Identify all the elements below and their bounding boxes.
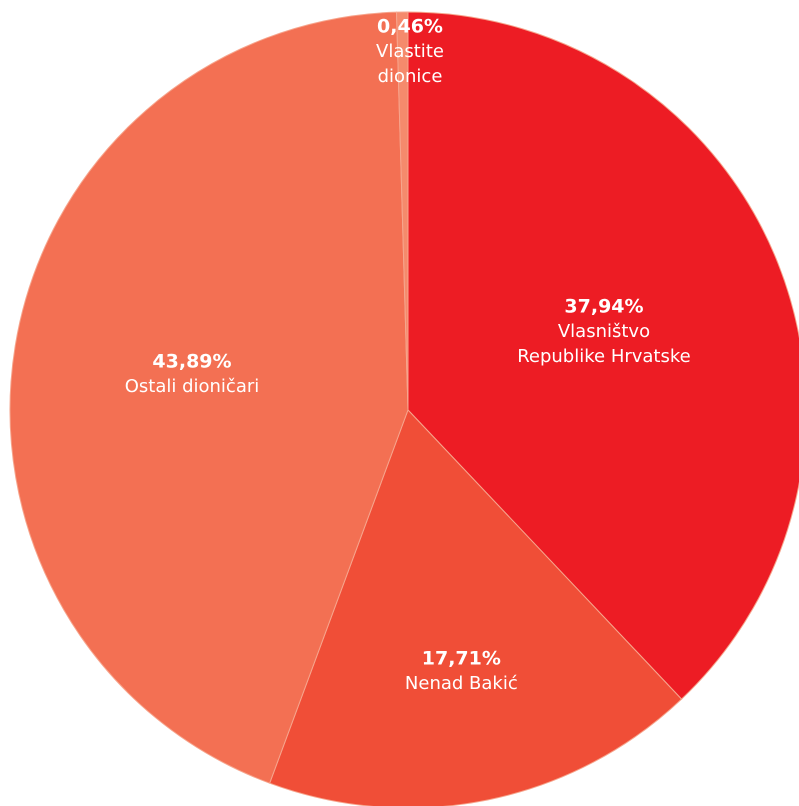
slice-value-label: 17,71% (422, 647, 501, 669)
pie-slice-label: 43,89% Ostali dioničari (125, 350, 260, 397)
slice-value-label: 43,89% (152, 350, 231, 372)
slice-value-label: 37,94% (564, 295, 643, 317)
slice-name-label: dionice (378, 66, 443, 87)
slice-name-label: Ostali dioničari (125, 376, 260, 397)
pie-slices (9, 11, 799, 806)
pie-slice-label: 0,46% Vlastite dionice (376, 16, 444, 88)
pie-slice (395, 11, 409, 411)
slice-name-label: Vlastite (376, 41, 444, 62)
slice-name-label: Republike Hrvatske (517, 346, 691, 367)
slice-name-label: Vlasništvo (558, 321, 650, 342)
pie-slice (407, 11, 799, 700)
pie-slice-label: 17,71% Nenad Bakić (405, 647, 518, 694)
pie-slice (269, 409, 683, 806)
pie-labels: 37,94% Vlasništvo Republike Hrvatske 17,71%… (125, 16, 691, 694)
slice-name-label: Nenad Bakić (405, 673, 518, 694)
slice-value-label: 0,46% (377, 16, 443, 38)
pie-slice (9, 11, 409, 784)
pie-slice-label: 37,94% Vlasništvo Republike Hrvatske (517, 295, 691, 367)
